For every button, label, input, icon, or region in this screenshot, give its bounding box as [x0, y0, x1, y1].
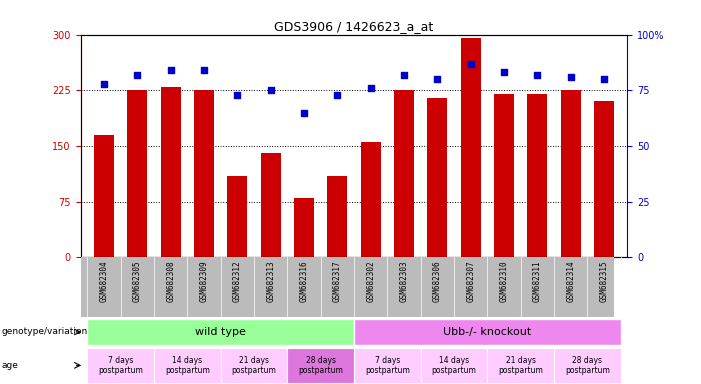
- Point: [465, 60, 476, 66]
- Text: Ubb-/- knockout: Ubb-/- knockout: [443, 327, 531, 337]
- Text: GSM682305: GSM682305: [132, 260, 142, 302]
- Bar: [394, 90, 414, 257]
- Text: 7 days
postpartum: 7 days postpartum: [98, 356, 143, 375]
- Point: [565, 74, 576, 80]
- Bar: [527, 94, 547, 257]
- Point: [299, 109, 310, 116]
- Text: genotype/variation: genotype/variation: [1, 328, 88, 336]
- Bar: [561, 90, 580, 257]
- Point: [132, 71, 143, 78]
- Text: GSM682307: GSM682307: [466, 260, 475, 302]
- Text: wild type: wild type: [195, 327, 246, 337]
- Text: 21 days
postpartum: 21 days postpartum: [498, 356, 543, 375]
- Bar: [128, 90, 147, 257]
- Bar: [227, 175, 247, 257]
- Text: GSM682308: GSM682308: [166, 260, 175, 302]
- Bar: [88, 319, 354, 345]
- Point: [332, 92, 343, 98]
- Bar: [494, 94, 514, 257]
- Bar: [554, 348, 620, 383]
- Text: GSM682304: GSM682304: [100, 260, 109, 302]
- Bar: [327, 175, 347, 257]
- Text: GSM682314: GSM682314: [566, 260, 576, 302]
- Bar: [361, 142, 381, 257]
- Text: age: age: [1, 361, 18, 370]
- Text: 14 days
postpartum: 14 days postpartum: [432, 356, 477, 375]
- Point: [398, 71, 409, 78]
- Text: GSM682316: GSM682316: [299, 260, 308, 302]
- Point: [365, 85, 376, 91]
- Bar: [354, 348, 421, 383]
- Bar: [154, 348, 221, 383]
- Bar: [287, 348, 354, 383]
- Text: GSM682312: GSM682312: [233, 260, 242, 302]
- Bar: [354, 319, 620, 345]
- Text: 28 days
postpartum: 28 days postpartum: [298, 356, 343, 375]
- Bar: [428, 98, 447, 257]
- Bar: [94, 135, 114, 257]
- Text: GSM682317: GSM682317: [333, 260, 342, 302]
- Point: [232, 92, 243, 98]
- Bar: [161, 86, 181, 257]
- Point: [198, 67, 210, 73]
- Bar: [461, 38, 481, 257]
- Bar: [421, 348, 487, 383]
- Text: GSM682313: GSM682313: [266, 260, 275, 302]
- Bar: [194, 90, 214, 257]
- Point: [532, 71, 543, 78]
- Bar: [221, 348, 287, 383]
- Point: [599, 76, 610, 82]
- Point: [432, 76, 443, 82]
- Text: GSM682306: GSM682306: [433, 260, 442, 302]
- Bar: [88, 348, 154, 383]
- Title: GDS3906 / 1426623_a_at: GDS3906 / 1426623_a_at: [274, 20, 434, 33]
- Text: GSM682302: GSM682302: [366, 260, 375, 302]
- Bar: [594, 101, 614, 257]
- Bar: [261, 153, 280, 257]
- Text: GSM682315: GSM682315: [599, 260, 608, 302]
- Text: GSM682309: GSM682309: [200, 260, 208, 302]
- Bar: [487, 348, 554, 383]
- Text: GSM682310: GSM682310: [500, 260, 508, 302]
- Text: 14 days
postpartum: 14 days postpartum: [165, 356, 210, 375]
- Point: [265, 87, 276, 93]
- Point: [498, 70, 510, 76]
- Text: GSM682311: GSM682311: [533, 260, 542, 302]
- Text: GSM682303: GSM682303: [400, 260, 409, 302]
- Text: 21 days
postpartum: 21 days postpartum: [231, 356, 276, 375]
- Bar: [294, 198, 314, 257]
- Point: [165, 67, 176, 73]
- Point: [98, 81, 109, 87]
- Text: 7 days
postpartum: 7 days postpartum: [365, 356, 410, 375]
- Text: 28 days
postpartum: 28 days postpartum: [565, 356, 610, 375]
